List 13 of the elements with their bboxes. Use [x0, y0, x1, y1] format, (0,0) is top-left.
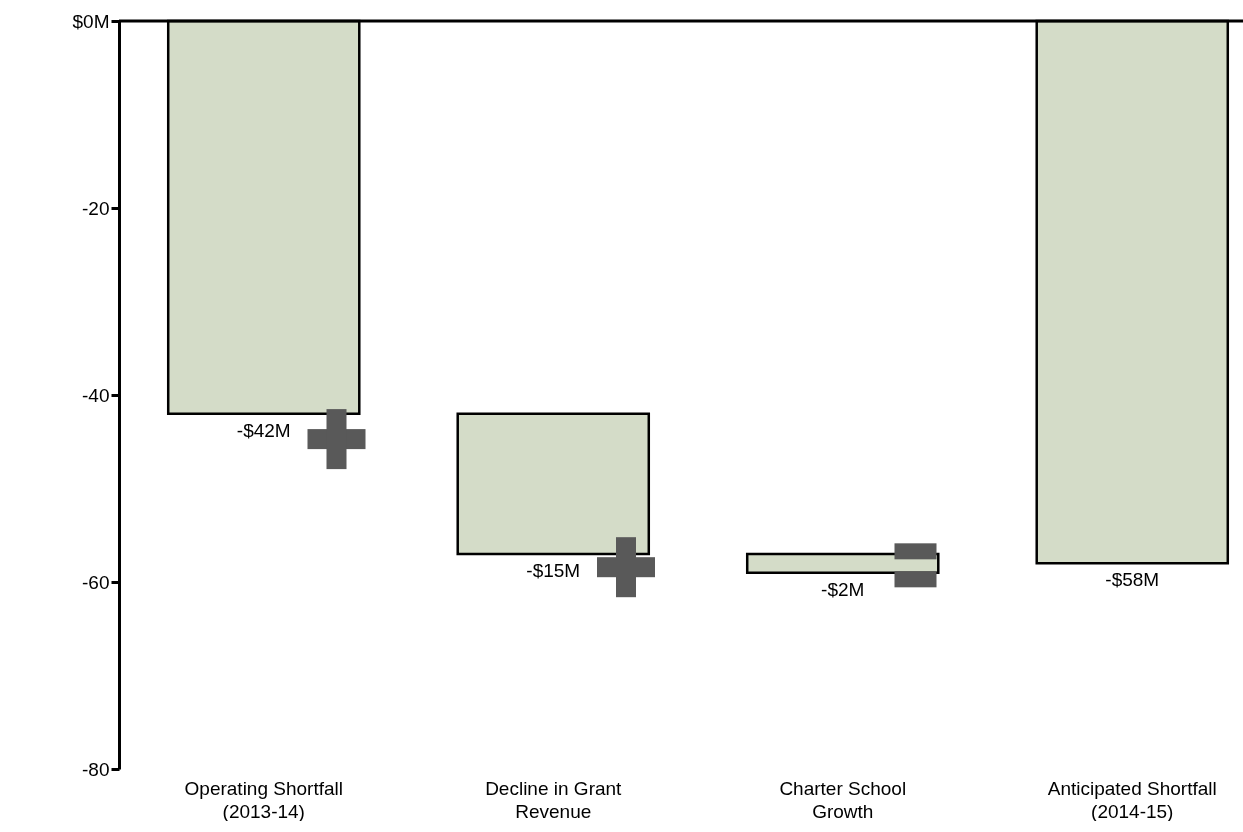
y-tick-label: -20	[82, 197, 110, 219]
data-label: -$42M	[236, 419, 291, 441]
x-tick-label: Charter School Growth	[779, 777, 907, 822]
data-label: -$15M	[526, 559, 581, 581]
y-tick-label: $0M	[72, 10, 110, 32]
y-tick-label: -40	[82, 384, 110, 406]
data-label: -$2M	[821, 578, 865, 600]
x-tick-label: Anticipated Shortfall (2014-15)	[1047, 777, 1217, 822]
y-tick-label: -80	[82, 758, 110, 780]
x-tick-label: Decline in Grant Revenue	[485, 777, 623, 822]
x-tick-label: Operating Shortfall (2013-14)	[184, 777, 343, 822]
y-tick-label: -60	[82, 571, 110, 593]
data-label: -$58M	[1105, 569, 1160, 591]
